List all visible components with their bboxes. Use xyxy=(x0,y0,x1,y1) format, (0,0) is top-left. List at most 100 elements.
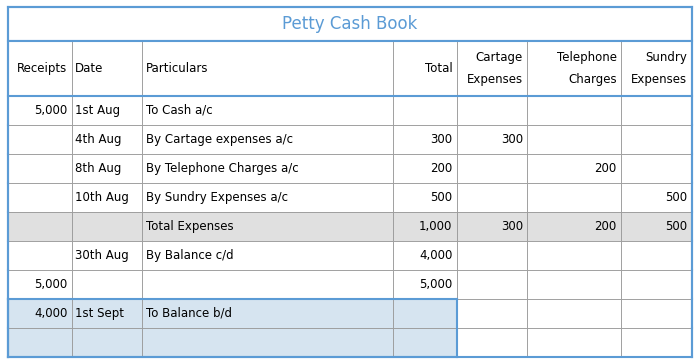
Text: Charges: Charges xyxy=(568,73,617,86)
Text: Particulars: Particulars xyxy=(146,62,209,75)
Text: Expenses: Expenses xyxy=(631,73,687,86)
Bar xyxy=(621,270,692,299)
Text: 4,000: 4,000 xyxy=(34,307,68,320)
Bar xyxy=(142,41,393,96)
Text: 300: 300 xyxy=(501,220,523,233)
Text: By Telephone Charges a/c: By Telephone Charges a/c xyxy=(146,162,299,175)
Bar xyxy=(621,154,692,183)
Bar xyxy=(456,212,527,241)
Bar xyxy=(142,96,393,125)
Bar xyxy=(527,212,621,241)
Bar xyxy=(72,154,142,183)
Bar xyxy=(8,125,72,154)
Bar xyxy=(8,183,72,212)
Bar xyxy=(72,212,142,241)
Text: 30th Aug: 30th Aug xyxy=(76,249,129,262)
Text: 5,000: 5,000 xyxy=(34,104,68,117)
Bar xyxy=(142,241,393,270)
Bar xyxy=(393,212,456,241)
Bar xyxy=(456,183,527,212)
Bar xyxy=(621,96,692,125)
Text: 300: 300 xyxy=(430,133,452,146)
Text: 10th Aug: 10th Aug xyxy=(76,191,130,204)
Text: Expenses: Expenses xyxy=(467,73,523,86)
Bar xyxy=(8,241,72,270)
Bar xyxy=(142,125,393,154)
Bar xyxy=(72,299,142,328)
Text: 1,000: 1,000 xyxy=(419,220,452,233)
Bar xyxy=(393,125,456,154)
Bar xyxy=(8,7,692,41)
Text: Total: Total xyxy=(425,62,452,75)
Bar xyxy=(393,270,456,299)
Bar xyxy=(621,328,692,357)
Bar xyxy=(72,125,142,154)
Bar xyxy=(8,96,72,125)
Text: 4,000: 4,000 xyxy=(419,249,452,262)
Bar xyxy=(621,183,692,212)
Bar xyxy=(393,183,456,212)
Bar xyxy=(456,96,527,125)
Bar xyxy=(8,41,692,96)
Bar xyxy=(72,270,142,299)
Bar xyxy=(8,270,72,299)
Bar xyxy=(393,299,456,328)
Text: 4th Aug: 4th Aug xyxy=(76,133,122,146)
Text: 500: 500 xyxy=(665,220,687,233)
Bar xyxy=(527,270,621,299)
Bar xyxy=(527,125,621,154)
Bar xyxy=(621,241,692,270)
Bar xyxy=(527,96,621,125)
Bar xyxy=(393,154,456,183)
Bar xyxy=(8,212,72,241)
Text: By Balance c/d: By Balance c/d xyxy=(146,249,234,262)
Text: By Sundry Expenses a/c: By Sundry Expenses a/c xyxy=(146,191,288,204)
Text: Date: Date xyxy=(76,62,104,75)
Text: 200: 200 xyxy=(594,220,617,233)
Text: 8th Aug: 8th Aug xyxy=(76,162,122,175)
Bar xyxy=(393,41,456,96)
Bar xyxy=(72,241,142,270)
Text: To Cash a/c: To Cash a/c xyxy=(146,104,213,117)
Text: 200: 200 xyxy=(594,162,617,175)
Text: 500: 500 xyxy=(665,191,687,204)
Bar xyxy=(142,212,393,241)
Bar xyxy=(8,328,72,357)
Bar xyxy=(72,96,142,125)
Bar xyxy=(142,154,393,183)
Bar xyxy=(72,183,142,212)
Text: Receipts: Receipts xyxy=(18,62,68,75)
Bar xyxy=(621,41,692,96)
Bar xyxy=(8,299,72,328)
Text: By Cartage expenses a/c: By Cartage expenses a/c xyxy=(146,133,293,146)
Bar xyxy=(527,154,621,183)
Bar xyxy=(142,270,393,299)
Text: Petty Cash Book: Petty Cash Book xyxy=(282,15,418,33)
Text: To Balance b/d: To Balance b/d xyxy=(146,307,232,320)
Bar xyxy=(527,183,621,212)
Text: Telephone: Telephone xyxy=(556,51,617,64)
Bar xyxy=(8,154,72,183)
Bar xyxy=(621,299,692,328)
Bar xyxy=(72,328,142,357)
Bar xyxy=(8,41,72,96)
Text: 5,000: 5,000 xyxy=(419,278,452,291)
Bar xyxy=(527,241,621,270)
Text: Total Expenses: Total Expenses xyxy=(146,220,234,233)
Bar xyxy=(142,299,393,328)
Bar xyxy=(393,96,456,125)
Bar xyxy=(393,328,456,357)
Bar xyxy=(456,270,527,299)
Text: 1st Sept: 1st Sept xyxy=(76,307,125,320)
Bar xyxy=(527,41,621,96)
Text: Cartage: Cartage xyxy=(476,51,523,64)
Text: 500: 500 xyxy=(430,191,452,204)
Bar xyxy=(456,328,527,357)
Bar xyxy=(621,125,692,154)
Bar xyxy=(527,299,621,328)
Bar xyxy=(142,183,393,212)
Bar xyxy=(456,154,527,183)
Bar xyxy=(142,328,393,357)
Text: Sundry: Sundry xyxy=(645,51,687,64)
Text: 200: 200 xyxy=(430,162,452,175)
